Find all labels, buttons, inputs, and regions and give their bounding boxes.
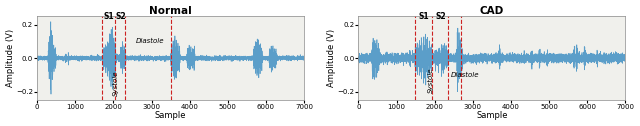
Text: Systole: Systole — [113, 70, 119, 96]
Text: Diastole: Diastole — [136, 38, 164, 44]
Text: Systole: Systole — [428, 67, 434, 93]
Title: CAD: CAD — [480, 6, 504, 15]
X-axis label: Sample: Sample — [155, 111, 186, 120]
Text: S2: S2 — [116, 12, 126, 21]
Title: Normal: Normal — [149, 6, 192, 15]
Text: Diastole: Diastole — [451, 72, 479, 78]
Text: S1: S1 — [103, 12, 114, 21]
Text: S1: S1 — [418, 12, 429, 21]
Y-axis label: Amplitude (V): Amplitude (V) — [327, 29, 336, 87]
Text: S2: S2 — [435, 12, 446, 21]
X-axis label: Sample: Sample — [476, 111, 508, 120]
Y-axis label: Amplitude (V): Amplitude (V) — [6, 29, 15, 87]
